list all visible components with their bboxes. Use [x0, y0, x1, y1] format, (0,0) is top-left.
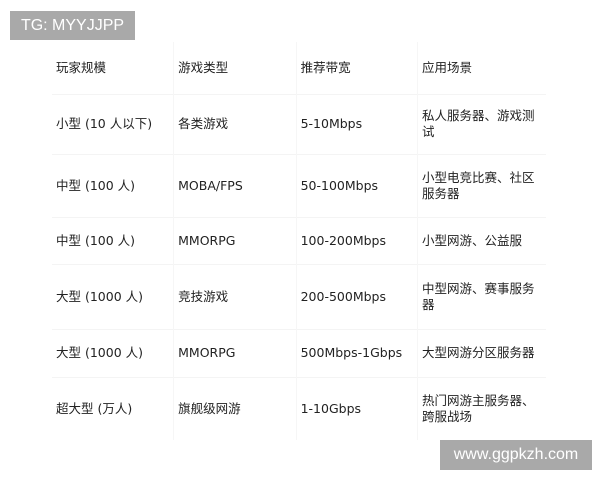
cell-bandwidth: 500Mbps-1Gbps	[295, 328, 418, 377]
cell-bandwidth: 1-10Gbps	[295, 376, 418, 440]
cell-bandwidth: 5-10Mbps	[295, 93, 418, 154]
header-game-type: 游戏类型	[173, 42, 297, 94]
bandwidth-table: 玩家规模 游戏类型 推荐带宽 应用场景 小型 (10 人以下) 各类游戏 5-1…	[52, 42, 546, 440]
cell-use-case: 私人服务器、游戏测试	[417, 93, 546, 154]
cell-use-case: 大型网游分区服务器	[417, 328, 546, 377]
table-row: 中型 (100 人) MOBA/FPS 50-100Mbps 小型电竞比赛、社区…	[52, 153, 546, 217]
watermark-bottom: www.ggpkzh.com	[440, 440, 592, 470]
header-player-scale: 玩家规模	[56, 59, 107, 75]
table-row: 小型 (10 人以下) 各类游戏 5-10Mbps 私人服务器、游戏测试	[52, 93, 546, 154]
cell-use-case: 小型网游、公益服	[417, 216, 546, 264]
cell-scale: 大型 (1000 人)	[52, 328, 174, 377]
table-row: 大型 (1000 人) MMORPG 500Mbps-1Gbps 大型网游分区服…	[52, 328, 546, 377]
table-row: 大型 (1000 人) 竞技游戏 200-500Mbps 中型网游、赛事服务器	[52, 263, 546, 329]
table-header-row: 玩家规模 游戏类型 推荐带宽 应用场景	[52, 42, 546, 94]
table-row: 超大型 (万人) 旗舰级网游 1-10Gbps 热门网游主服务器、跨服战场	[52, 376, 546, 440]
header-bandwidth: 推荐带宽	[295, 42, 418, 94]
cell-type: MMORPG	[173, 216, 297, 264]
watermark-top: TG: MYYJJPP	[10, 11, 135, 40]
cell-type: MMORPG	[173, 328, 297, 377]
table-row: 中型 (100 人) MMORPG 100-200Mbps 小型网游、公益服	[52, 216, 546, 264]
cell-type: MOBA/FPS	[173, 153, 297, 217]
cell-bandwidth: 100-200Mbps	[295, 216, 418, 264]
cell-type: 各类游戏	[173, 93, 297, 154]
cell-scale: 超大型 (万人)	[52, 376, 174, 440]
cell-type: 旗舰级网游	[173, 376, 297, 440]
cell-use-case: 热门网游主服务器、跨服战场	[417, 376, 546, 440]
header-use-case: 应用场景	[417, 42, 546, 94]
cell-bandwidth: 50-100Mbps	[295, 153, 418, 217]
cell-use-case: 中型网游、赛事服务器	[417, 263, 546, 329]
cell-scale: 中型 (100 人)	[52, 216, 174, 264]
cell-scale: 中型 (100 人)	[52, 153, 174, 217]
cell-scale: 小型 (10 人以下)	[52, 93, 174, 154]
cell-bandwidth: 200-500Mbps	[295, 263, 418, 329]
cell-scale: 大型 (1000 人)	[52, 263, 174, 329]
cell-use-case: 小型电竞比赛、社区服务器	[417, 153, 546, 217]
cell-type: 竞技游戏	[173, 263, 297, 329]
